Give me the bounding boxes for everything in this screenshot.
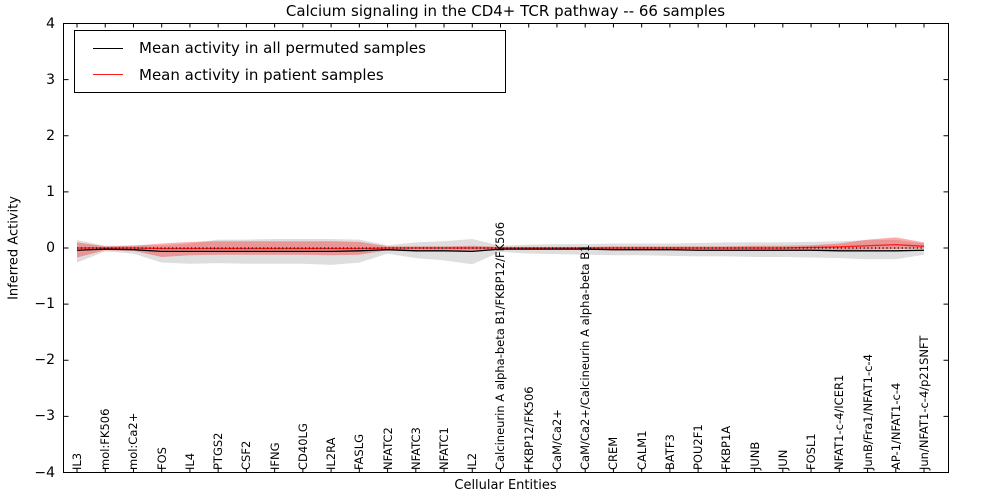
x-tick-label: NFATC1 [437,427,452,470]
legend-item: Mean activity in all permuted samples [75,39,505,57]
x-tick-label: NFATC2 [380,427,395,470]
x-tick-label: IL2 [465,452,480,470]
x-tick-label: FOSL1 [804,433,819,470]
y-tick-label: 1 [46,183,55,200]
legend-item-label: Mean activity in all permuted samples [139,39,426,58]
legend-item: Mean activity in patient samples [75,66,505,84]
x-tick-label: mol:Ca2+ [126,412,141,470]
y-tick-label: −4 [34,464,55,481]
x-tick-label: FKBP1A [719,425,734,470]
x-tick-label: JUN [775,449,790,470]
y-tick-label: 3 [46,71,55,88]
x-tick-label: IL3 [70,452,84,470]
x-tick-label: PTGS2 [211,432,226,471]
x-tick-label: POU2F1 [691,424,706,470]
x-tick-label: JunB/Fra1/NFAT1-c-4 [860,354,875,470]
x-tick-label: AP-1/NFAT1-c-4 [888,382,903,470]
x-tick-label: CD40LG [295,423,310,470]
permuted-band [77,239,924,265]
chart-title: Calcium signaling in the CD4+ TCR pathwa… [285,2,726,20]
x-tick-label: NFATC3 [408,427,423,470]
x-tick-label: IFNG [267,442,282,470]
y-tick-label: 4 [46,15,55,32]
y-tick-label: −3 [34,408,55,425]
x-tick-label: FKBP12/FK506 [521,386,536,470]
x-axis-label: Cellular Entities [454,478,557,493]
y-tick-label: −1 [34,296,55,313]
x-tick-label: CREM [606,436,621,470]
x-tick-label: BATF3 [662,434,677,470]
legend: Mean activity in all permuted samples Me… [74,30,506,93]
permuted-mean-line [76,248,925,253]
patient-line-swatch-icon [93,74,123,76]
x-tick-label: IL2RA [324,437,339,470]
x-tick-label: IL4 [182,452,197,470]
x-tick-label: mol:FK506 [98,408,113,470]
x-tick-label: FOS [154,447,169,470]
legend-item-label: Mean activity in patient samples [139,65,384,84]
y-tick-label: 0 [46,240,55,256]
x-tick-label: CSF2 [239,440,254,470]
y-tick-label: 2 [46,127,55,144]
y-tick-label: −2 [34,352,55,369]
x-tick-label: CaM/Ca2+ [549,409,564,470]
x-tick-label: NFAT1-c-4/ICER1 [832,374,847,470]
x-tick-label: Calcineurin A alpha-beta B1/FKBP12/FK506 [493,221,508,470]
x-tick-label: Jun/NFAT1-c-4/p21SNFT [916,335,931,470]
x-tick-label: JUNB [747,441,762,470]
x-tick-label: CALM1 [634,430,649,470]
permuted-line-swatch-icon [93,47,123,49]
x-tick-label: CaM/Ca2+/Calcineurin A alpha-beta B1 [578,244,593,470]
x-tick-label: FASLG [352,433,367,470]
